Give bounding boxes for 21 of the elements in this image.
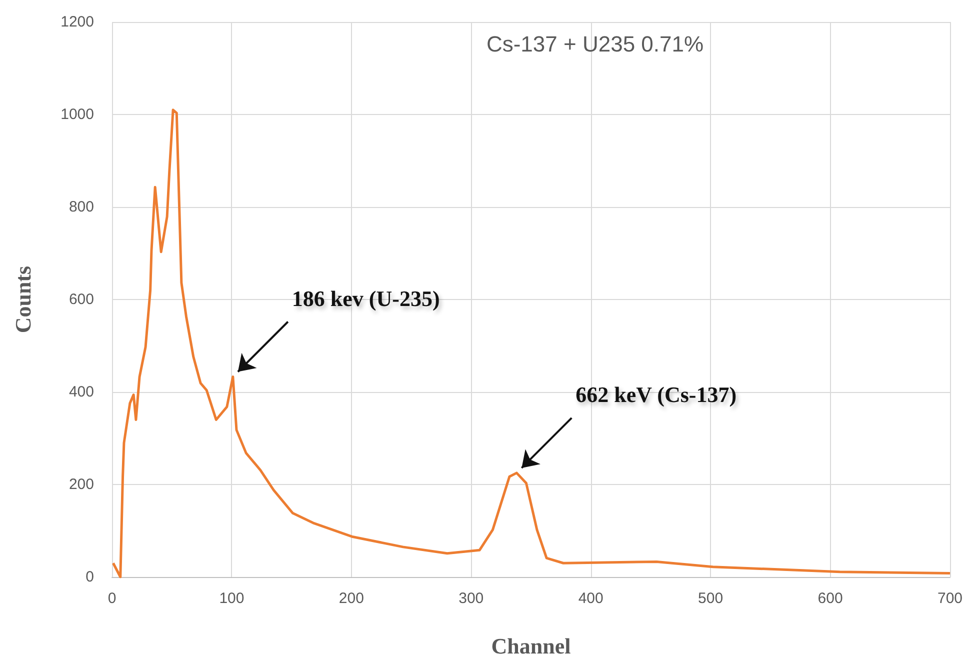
y-tick-label: 600 [68,291,94,308]
x-tick-label: 700 [937,590,963,607]
y-tick-label: 1200 [60,14,94,30]
x-tick-label: 200 [338,590,364,607]
x-tick-label: 0 [108,590,116,607]
x-axis-title: Channel [491,634,571,658]
annotation: 662 keV (Cs-137) [576,382,737,408]
y-tick-label: 400 [68,384,94,400]
x-tick-label: 100 [219,590,244,607]
y-axis-title: Counts [10,265,36,334]
annotation: 186 kev (U-235) [292,286,440,312]
chart-title: Cs-137 + U235 0.71% [486,32,704,56]
x-tick-label: 500 [698,590,724,607]
x-tick-label: 300 [458,590,484,607]
y-tick-label: 800 [68,198,94,216]
y-tick-label: 1000 [60,106,94,123]
x-tick-label: 600 [818,590,843,607]
x-tick-label: 400 [578,590,604,607]
y-tick-label: 0 [86,568,94,586]
line-series [112,108,952,578]
y-tick-label: 200 [68,476,94,493]
